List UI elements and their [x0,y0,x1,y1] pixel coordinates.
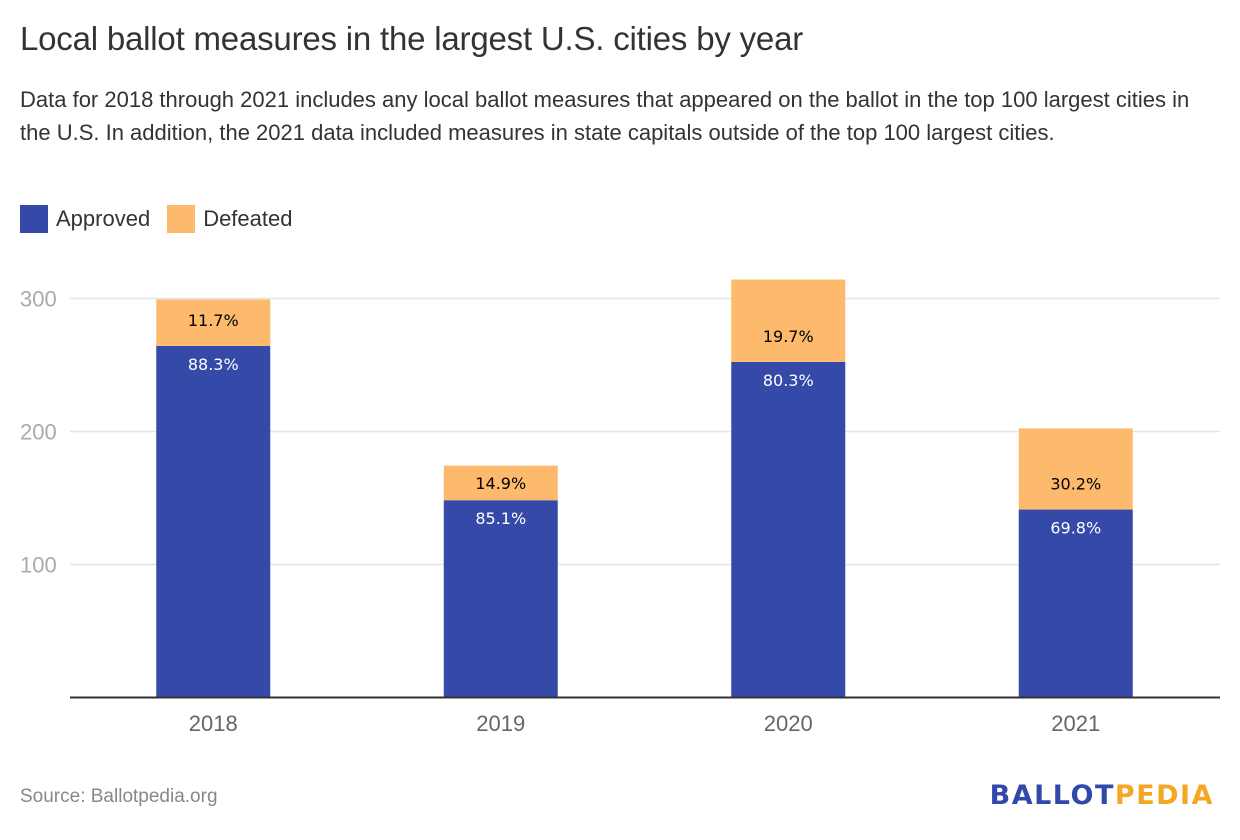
y-tick-label-200: 200 [20,420,57,445]
x-axis: 2018 2019 2020 2021 [70,696,1220,736]
data-label-approved-2018: 88.3% [188,355,239,374]
bar-defeated-2020 [731,279,846,362]
y-tick-label-300: 300 [20,287,57,312]
bars: 88.3% 11.7% 85.1% 14.9% 80.3% 19.7% 69.8% 30.2% [156,279,1133,697]
bar-approved-2021 [1018,509,1133,697]
data-label-defeated-2021: 30.2% [1050,475,1101,494]
data-label-approved-2020: 80.3% [763,371,814,390]
legend-label-defeated: Defeated [203,206,293,231]
bar-defeated-2019 [443,465,558,501]
logo-part-pedia: PEDIA [1114,780,1214,811]
legend-swatch-approved [20,205,48,233]
bar-approved-2019 [443,500,558,697]
ballotpedia-logo: BALLOTPEDIA [990,780,1214,811]
data-label-defeated-2018: 11.7% [188,311,239,330]
legend: Approved Defeated [20,205,309,233]
x-tick-label-2020: 2020 [764,711,813,736]
bar-defeated-2018 [156,299,271,347]
x-tick-label-2018: 2018 [189,711,238,736]
data-label-approved-2019: 85.1% [475,509,526,528]
data-label-defeated-2020: 19.7% [763,327,814,346]
source-note: Source: Ballotpedia.org [20,786,218,807]
bar-defeated-2021 [1018,428,1133,510]
bar-approved-2020 [731,361,846,697]
legend-swatch-defeated [167,205,196,233]
legend-item-defeated: Defeated [167,205,292,233]
data-label-approved-2021: 69.8% [1050,519,1101,538]
legend-label-approved: Approved [56,206,151,231]
y-tick-label-100: 100 [20,553,57,578]
data-label-defeated-2019: 14.9% [475,474,526,493]
logo-part-ballot: BALLOT [989,780,1115,811]
legend-item-approved: Approved [20,205,150,233]
x-tick-label-2021: 2021 [1051,711,1100,736]
chart-subtitle: Data for 2018 through 2021 includes any … [20,87,1190,145]
bar-approved-2018 [156,346,271,697]
x-tick-label-2019: 2019 [476,711,525,736]
chart-title: Local ballot measures in the largest U.S… [20,20,804,57]
